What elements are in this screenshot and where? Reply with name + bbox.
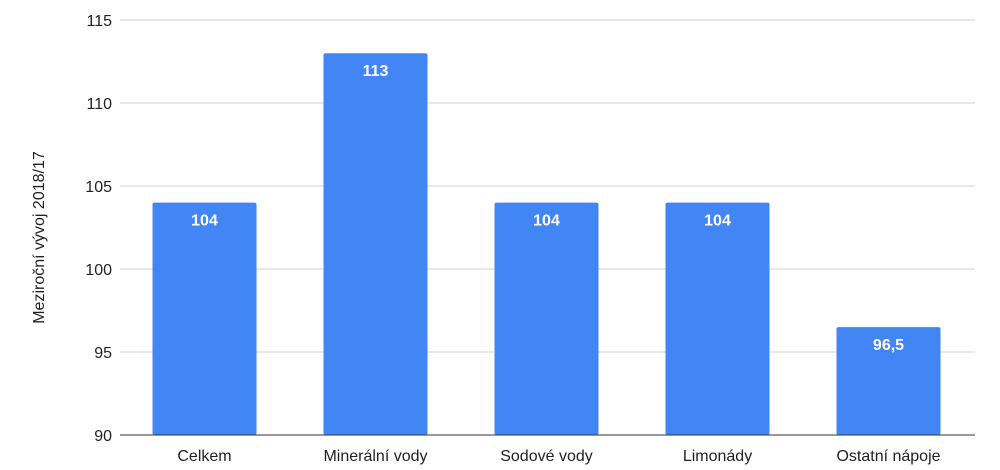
bar-value-label: 113 [363, 63, 389, 80]
y-tick-label: 95 [94, 345, 112, 362]
x-category-label: Ostatní nápoje [836, 448, 940, 465]
bar-value-label: 96,5 [873, 337, 904, 354]
y-tick-label: 105 [85, 179, 112, 196]
x-category-label: Limonády [683, 448, 752, 465]
bar-value-label: 104 [191, 213, 218, 230]
bar-value-label: 104 [533, 213, 560, 230]
bar [494, 202, 599, 435]
x-category-label: Sodové vody [500, 448, 593, 465]
y-axis-title: Meziroční vývoj 2018/17 [31, 151, 48, 324]
y-tick-label: 90 [94, 428, 112, 445]
y-tick-label: 115 [86, 13, 112, 30]
x-category-label: Minerální vody [323, 448, 427, 465]
data-labels: 104 113 104 104 96,5 [191, 63, 904, 354]
y-tick-label: 100 [85, 262, 112, 279]
bars [152, 53, 941, 435]
bar [665, 202, 770, 435]
bar-value-label: 104 [704, 213, 731, 230]
category-labels: Celkem Minerální vody Sodové vody Limonády O… [177, 448, 940, 465]
y-axis-ticks: 90 95 100 105 110 115 [85, 13, 112, 445]
x-category-label: Celkem [177, 448, 231, 465]
y-tick-label: 110 [86, 96, 112, 113]
gridlines [120, 19, 975, 353]
bar [836, 327, 941, 435]
bar [152, 202, 257, 435]
bar [323, 53, 428, 435]
